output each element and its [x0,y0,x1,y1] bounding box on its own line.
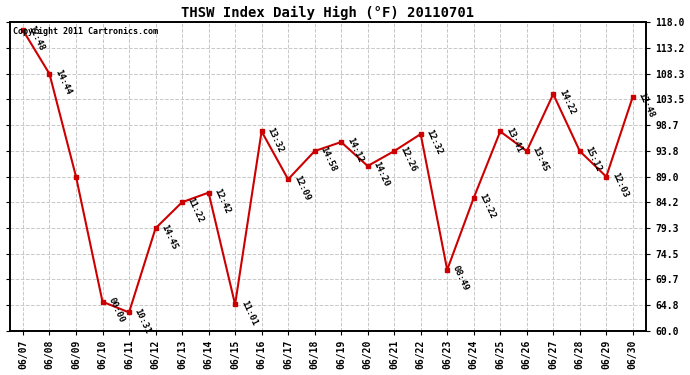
Text: 12:26: 12:26 [398,146,417,174]
Text: 12:09: 12:09 [292,174,311,202]
Text: 12:42: 12:42 [213,187,232,215]
Text: 15:12: 15:12 [584,146,603,174]
Text: 14:44: 14:44 [53,68,72,96]
Text: 12:32: 12:32 [424,128,444,156]
Title: THSW Index Daily High (°F) 20110701: THSW Index Daily High (°F) 20110701 [181,6,475,20]
Text: 08:49: 08:49 [451,264,471,292]
Text: 14:45: 14:45 [159,222,179,251]
Text: 11:01: 11:01 [239,298,258,327]
Text: 10:31: 10:31 [132,307,152,335]
Text: 13:45: 13:45 [531,146,550,174]
Text: 14:58: 14:58 [318,146,338,174]
Text: 13:22: 13:22 [477,192,497,220]
Text: 14:20: 14:20 [371,160,391,188]
Text: 12:48: 12:48 [637,91,656,119]
Text: 13:41: 13:41 [504,126,524,154]
Text: 12:48: 12:48 [27,24,46,52]
Text: Copyright 2011 Cartronics.com: Copyright 2011 Cartronics.com [13,27,158,36]
Text: 11:22: 11:22 [186,196,206,225]
Text: 13:32: 13:32 [266,126,285,154]
Text: 14:12: 14:12 [345,136,364,165]
Text: 14:22: 14:22 [557,88,577,117]
Text: 12:03: 12:03 [610,171,629,199]
Text: 00:00: 00:00 [106,296,126,324]
